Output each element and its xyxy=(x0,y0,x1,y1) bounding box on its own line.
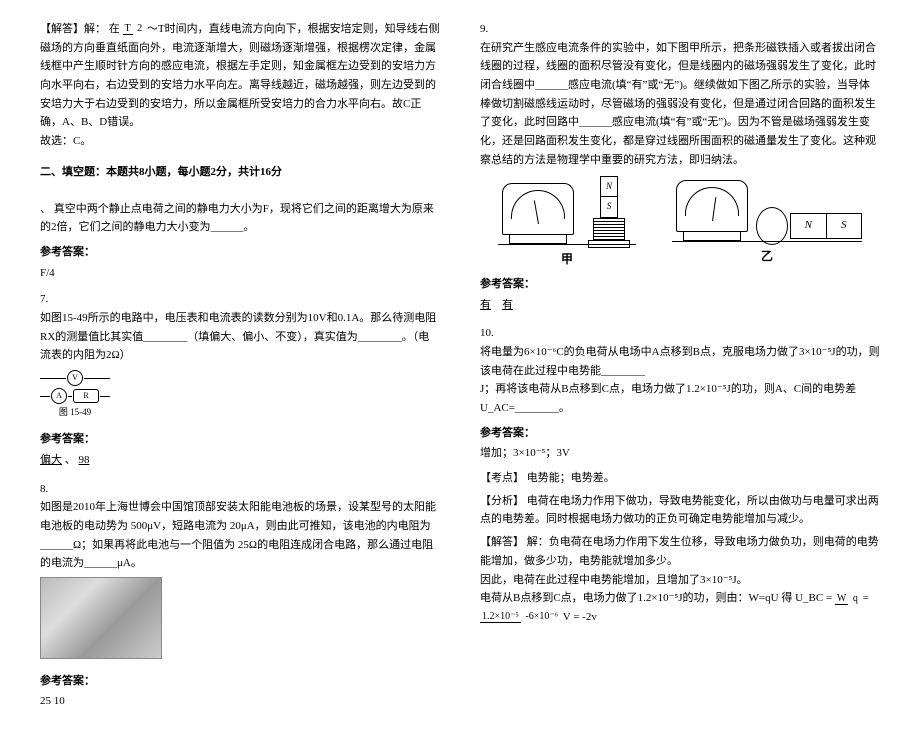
a9-1: 有 xyxy=(480,299,491,311)
circuit-figure: V A R 图 15-49 xyxy=(40,369,110,420)
answer-label-4: 参考答案： xyxy=(480,275,880,294)
q-blank-text: 真空中两个静止点电荷之间的静电力大小为F，现将它们之间的距离增大为原来的2倍，它… xyxy=(40,203,434,234)
solution-choice: 故选：C。 xyxy=(40,132,440,151)
coil-magnet-jia: N S xyxy=(588,176,630,248)
device-yi: N S 乙 xyxy=(672,176,862,269)
magnet-s: S xyxy=(601,196,617,217)
magnet-n: N xyxy=(601,177,617,197)
magnet-s-2: S xyxy=(826,214,862,238)
q7-num: 7. xyxy=(40,290,440,309)
q-blank-dot: 、 xyxy=(40,203,51,215)
answer-7: 偏大 、 98 xyxy=(40,451,440,470)
label-yi: 乙 xyxy=(672,246,862,266)
galvanometer-yi xyxy=(676,180,748,241)
horseshoe-assembly: N S xyxy=(756,207,862,245)
a7-sep: 、 xyxy=(65,454,76,466)
fraction-values: 1.2×10⁻⁵ -6×10⁻⁶ xyxy=(480,612,560,622)
q9-num: 9. xyxy=(480,20,880,39)
q8-num: 8. xyxy=(40,480,440,499)
answer-9: 有 有 xyxy=(480,296,880,315)
solution-label: 【解答】解： xyxy=(40,23,106,35)
kaodian-text: 电势能；电势差。 xyxy=(527,472,615,484)
jieda-text-1: 解：负电荷在电场力作用下发生位移，导致电场力做负功，则电荷的电势能增加，做多少功… xyxy=(480,536,879,567)
right-column: 9. 在研究产生感应电流条件的实验中，如下图甲所示，把条形磁铁插入或者拔出闭合线… xyxy=(480,20,880,711)
fig-caption: 图 15-49 xyxy=(40,405,110,420)
galvanometer-jia xyxy=(502,183,574,244)
fenxi-label: 【分析】 xyxy=(480,495,524,507)
device-jia: N S 甲 xyxy=(498,176,636,269)
q10-num: 10. xyxy=(480,324,880,343)
q8-text: 如图是2010年上海世博会中国馆顶部安装太阳能电池板的场景，设某型号的太阳能电池… xyxy=(40,498,440,573)
solar-panel-photo xyxy=(40,577,162,659)
solution-text-2: ～T时间内，直线电流方向向下，根据安培定则，知导线右侧磁场的方向垂直纸面向外，电… xyxy=(40,23,440,128)
ammeter-symbol: A xyxy=(51,388,67,404)
jieda-block: 【解答】 解：负电荷在电场力作用下发生位移，导致电场力做负功，则电荷的电势能增加… xyxy=(480,533,880,570)
answer-label-1: 参考答案： xyxy=(40,243,440,262)
frac2-num: W xyxy=(835,593,848,605)
eq-tail: V = -2v xyxy=(563,611,597,623)
q9-text: 在研究产生感应电流条件的实验中，如下图甲所示，把条形磁铁插入或者拔出闭合线圈的过… xyxy=(480,39,880,170)
answer-10: 增加；3×10⁻⁵；3V xyxy=(480,444,880,463)
frac3-num: 1.2×10⁻⁵ xyxy=(480,611,521,623)
experiment-figures: N S 甲 xyxy=(480,176,880,269)
jieda-text-3: 电荷从B点移到C点，电场力做了1.2×10⁻⁵J的功，则由：W=qU 得 U_B… xyxy=(480,589,880,626)
jieda-3-main: 电荷从B点移到C点，电场力做了1.2×10⁻⁵J的功，则由：W=qU 得 xyxy=(480,592,792,604)
a7-part1: 偏大 xyxy=(40,454,62,466)
answer-blank: F/4 xyxy=(40,264,440,283)
q10-part1: 将电量为6×10⁻⁶C的负电荷从电场中A点移到B点，克服电场力做了3×10⁻⁵J… xyxy=(480,346,880,377)
a7-part2: 98 xyxy=(79,454,90,466)
question-blank: 、 真空中两个静止点电荷之间的静电力大小为F，现将它们之间的距离增大为原来的2倍… xyxy=(40,200,440,237)
answer-label-3: 参考答案： xyxy=(40,672,440,691)
q10-part2: J；再将该电荷从B点移到C点，电场力做了1.2×10⁻⁵J的功，则A、C间的电势… xyxy=(480,383,856,414)
bar-magnet-horizontal: N S xyxy=(790,213,862,239)
answer-label-2: 参考答案： xyxy=(40,430,440,449)
wire-loop xyxy=(756,207,788,245)
jieda-label: 【解答】 xyxy=(480,536,524,548)
label-jia: 甲 xyxy=(498,249,636,269)
jieda-text-2: 因此，电荷在此过程中电势能增加，且增加了3×10⁻⁵J。 xyxy=(480,571,880,590)
a9-2: 有 xyxy=(502,299,513,311)
kaodian-row: 【考点】 电势能；电势差。 xyxy=(480,469,880,488)
fenxi-row: 【分析】 电荷在电场力作用下做功，导致电势能变化，所以由做功与电量可求出两点的电… xyxy=(480,492,880,529)
frac3-den: -6×10⁻⁶ xyxy=(523,611,560,622)
fraction-w-q: W q xyxy=(835,594,860,604)
bar-magnet-vertical: N S xyxy=(600,176,618,218)
kaodian-label: 【考点】 xyxy=(480,472,524,484)
coil-icon xyxy=(593,218,625,240)
section-2-header: 二、填空题：本题共8小题，每小题2分，共计16分 xyxy=(40,163,440,182)
fraction-t-over-2: T 2 xyxy=(123,24,145,34)
magnet-n-2: N xyxy=(791,214,826,238)
q10-text: 将电量为6×10⁻⁶C的负电荷从电场中A点移到B点，克服电场力做了3×10⁻⁵J… xyxy=(480,343,880,418)
frac-num: T xyxy=(123,23,133,35)
frac-den: 2 xyxy=(135,23,144,34)
answer-label-5: 参考答案： xyxy=(480,424,880,443)
solution-block: 【解答】解： 在 T 2 ～T时间内，直线电流方向向下，根据安培定则，知导线右侧… xyxy=(40,20,440,132)
answer-8: 25 10 xyxy=(40,692,440,711)
voltmeter-symbol: V xyxy=(67,370,83,386)
resistor-symbol: R xyxy=(73,389,99,403)
left-column: 【解答】解： 在 T 2 ～T时间内，直线电流方向向下，根据安培定则，知导线右侧… xyxy=(40,20,440,711)
frac2-den: q xyxy=(851,593,860,604)
solution-text-1: 在 xyxy=(109,23,120,35)
q7-text: 如图15-49所示的电路中，电压表和电流表的读数分别为10V和0.1A。那么待测… xyxy=(40,309,440,365)
ubc-eq: U_BC = xyxy=(795,592,832,604)
fenxi-text: 电荷在电场力作用下做功，导致电势能变化，所以由做功与电量可求出两点的电势差。同时… xyxy=(480,495,879,526)
